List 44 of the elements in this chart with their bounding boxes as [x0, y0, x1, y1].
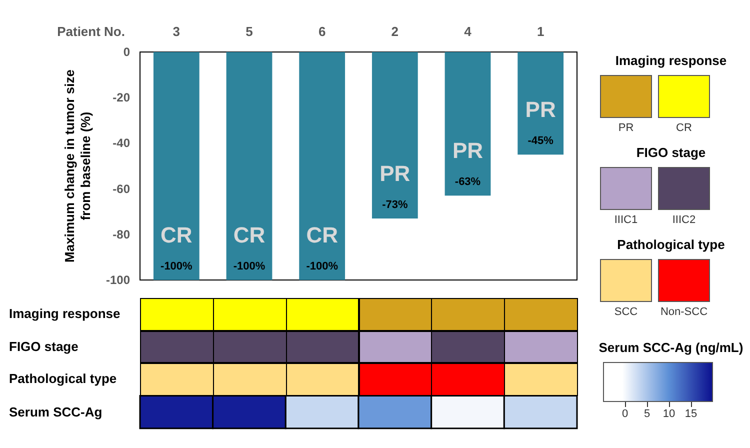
y-tick-label: -60: [112, 182, 130, 196]
data-label: -73%: [382, 198, 408, 211]
annotation: PR: [380, 160, 410, 186]
annotation: PR: [525, 97, 556, 122]
text: IIIC2: [671, 214, 697, 226]
x-axis-title: Patient No.: [57, 24, 125, 39]
data-label: -63%: [454, 176, 481, 188]
annotation: CR: [233, 222, 266, 248]
y-tick-label: -80: [112, 227, 130, 242]
color-bar-label: 10: [662, 408, 676, 420]
x-tick-label: 6: [318, 24, 326, 39]
y-tick-label: 0: [123, 45, 130, 59]
x-tick-label: 4: [464, 24, 472, 39]
category-label: Imaging response: [9, 306, 120, 321]
y-tick-label: -40: [112, 136, 130, 150]
data-label: -100%: [233, 260, 266, 272]
text: Non-SCC: [659, 306, 709, 318]
x-tick-label: 1: [536, 24, 544, 39]
y-tick-label: -100: [106, 273, 130, 287]
color-bar-label: 15: [684, 408, 698, 420]
color-bar-title: Serum SCC-Ag (ng/mL): [598, 340, 744, 355]
color-bar-label: 0: [620, 408, 630, 420]
x-tick-label: 2: [391, 24, 399, 39]
data-label: -100%: [160, 260, 193, 272]
y-tick-label: Serum SCC-Ag: [9, 404, 102, 420]
category-label: FIGO stage: [9, 338, 78, 354]
legend-title: FIGO stage: [635, 145, 707, 160]
text: IIIC1: [613, 214, 639, 226]
legend-title: Imaging response: [614, 53, 728, 68]
annotation: CR: [160, 222, 192, 248]
annotation: CR: [306, 222, 338, 248]
x-tick-label: 3: [172, 24, 180, 39]
text: PR: [617, 122, 635, 134]
annotation: PR: [452, 138, 484, 164]
text: SCC: [613, 306, 639, 318]
text: CR: [675, 122, 693, 134]
category-label: Pathological type: [9, 371, 117, 386]
data-label: -100%: [306, 260, 338, 272]
y-tick-label: -20: [112, 90, 130, 105]
x-tick-label: 5: [246, 24, 253, 39]
color-bar-label: 5: [642, 408, 652, 420]
legend-title: Pathological type: [616, 237, 726, 252]
y-axis-title: Maximum change in tumor size from baseline (%): [62, 68, 94, 264]
data-label: -45%: [528, 135, 554, 148]
